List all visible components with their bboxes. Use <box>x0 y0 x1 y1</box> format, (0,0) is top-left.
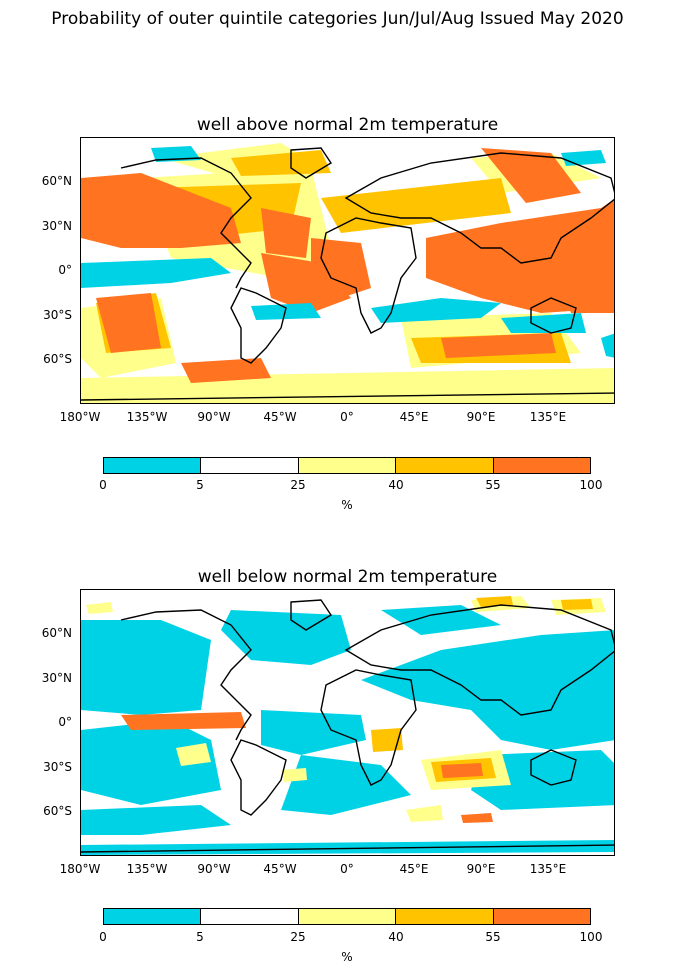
lon-tick-45e: 45°E <box>399 862 429 876</box>
colorbar-label: 55 <box>485 478 501 492</box>
colorbar-unit: % <box>341 950 353 964</box>
colorbar-seg-0-5 <box>104 909 202 924</box>
map-above <box>80 137 615 404</box>
colorbar-seg-5-25 <box>201 909 299 924</box>
lon-tick-0: 0° <box>340 862 354 876</box>
lon-tick-90e: 90°E <box>466 862 496 876</box>
colorbar-label: 25 <box>290 478 306 492</box>
panel-title-above: well above normal 2m temperature <box>196 115 499 135</box>
colorbar-label: 40 <box>388 930 404 944</box>
lon-tick-0: 0° <box>340 410 354 424</box>
prob-0-5-regions <box>81 146 614 358</box>
colorbar-seg-5-25 <box>201 458 299 473</box>
colorbar-label: 5 <box>196 930 204 944</box>
colorbar-unit: % <box>341 498 353 512</box>
lat-tick-60n: 60°N <box>41 626 72 640</box>
colorbar-seg-55-100 <box>493 458 591 473</box>
colorbar-label: 5 <box>196 478 204 492</box>
lon-tick-90w: 90°W <box>197 410 231 424</box>
colorbar-seg-55-100 <box>493 909 591 924</box>
colorbar-below <box>103 908 591 925</box>
lat-tick-0: 0° <box>58 715 72 729</box>
colorbar-seg-0-5 <box>104 458 202 473</box>
lon-tick-135e: 135°E <box>529 862 567 876</box>
colorbar-seg-40-55 <box>396 458 494 473</box>
colorbar-label: 25 <box>290 930 306 944</box>
colorbar-above <box>103 457 591 474</box>
lon-tick-135w: 135°W <box>126 410 168 424</box>
lon-tick-45w: 45°W <box>263 862 297 876</box>
colorbar-label: 100 <box>579 478 603 492</box>
coastlines <box>81 599 614 853</box>
lat-tick-30s: 30°S <box>43 760 72 774</box>
map-below <box>80 589 615 856</box>
lat-tick-60s: 60°S <box>43 352 72 366</box>
panel-title-below: well below normal 2m temperature <box>197 567 498 587</box>
lon-tick-135e: 135°E <box>529 410 567 424</box>
lat-tick-0: 0° <box>58 263 72 277</box>
lat-tick-30n: 30°N <box>41 671 72 685</box>
colorbar-label: 0 <box>99 930 107 944</box>
lat-tick-60s: 60°S <box>43 804 72 818</box>
lon-tick-180w: 180°W <box>59 862 101 876</box>
colorbar-label: 40 <box>388 478 404 492</box>
lon-tick-90e: 90°E <box>466 410 496 424</box>
lat-tick-60n: 60°N <box>41 174 72 188</box>
lat-tick-30n: 30°N <box>41 219 72 233</box>
lon-tick-45w: 45°W <box>263 410 297 424</box>
figure-title: Probability of outer quintile categories… <box>51 9 624 29</box>
prob-0-5-regions <box>81 605 614 855</box>
prob-55-100-regions <box>121 712 493 823</box>
colorbar-label: 100 <box>579 930 603 944</box>
prob-55-100-regions <box>81 148 614 383</box>
colorbar-seg-40-55 <box>396 909 494 924</box>
colorbar-seg-25-40 <box>298 458 397 473</box>
lon-tick-180w: 180°W <box>59 410 101 424</box>
colorbar-label: 55 <box>485 930 501 944</box>
lon-tick-90w: 90°W <box>197 862 231 876</box>
lat-tick-30s: 30°S <box>43 308 72 322</box>
colorbar-label: 0 <box>99 478 107 492</box>
lon-tick-135w: 135°W <box>126 862 168 876</box>
lon-tick-45e: 45°E <box>399 410 429 424</box>
coastlines <box>81 147 614 401</box>
colorbar-seg-25-40 <box>298 909 397 924</box>
